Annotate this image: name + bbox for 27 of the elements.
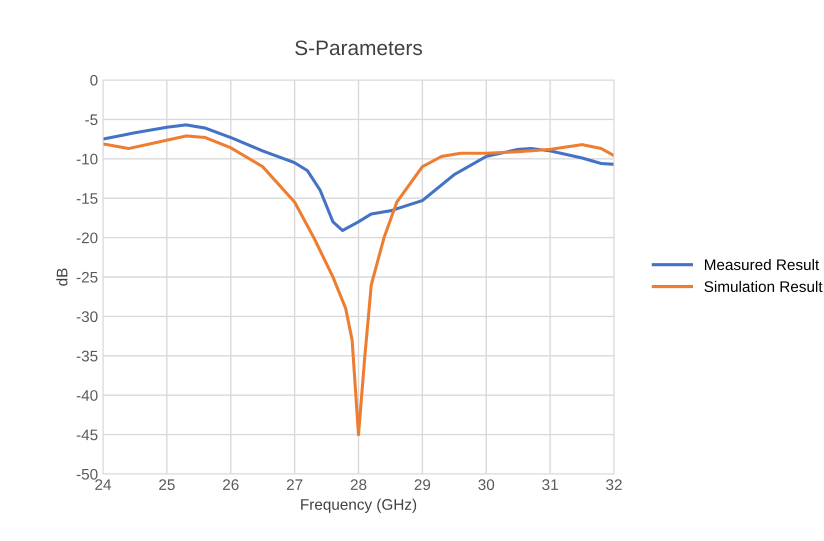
y-tick-label: -45 <box>76 430 98 440</box>
y-axis-title: dB <box>56 268 68 286</box>
x-tick-label: 25 <box>159 479 175 490</box>
x-tick-label: 29 <box>414 479 430 490</box>
x-tick-label: 31 <box>542 479 558 490</box>
y-tick-label: -25 <box>76 272 98 283</box>
legend-label: Simulation Result <box>704 280 822 292</box>
y-tick-label: -15 <box>76 193 98 204</box>
x-tick-label: 28 <box>350 479 366 490</box>
y-tick-label: -30 <box>76 311 98 322</box>
y-tick-label: -10 <box>76 154 98 164</box>
y-tick-label: -50 <box>76 468 98 480</box>
y-tick-label: -20 <box>76 232 98 244</box>
legend-label: Measured Result <box>704 258 820 270</box>
line-series <box>103 134 614 436</box>
y-tick-label: -5 <box>85 114 98 126</box>
x-axis-title: Frequency (GHz) <box>301 498 416 513</box>
x-tick-label: 32 <box>606 479 622 490</box>
y-tick-label: 0 <box>90 74 98 86</box>
x-tick-label: 30 <box>478 479 494 490</box>
x-tick-label: 24 <box>95 479 112 490</box>
y-tick-label: -40 <box>76 390 98 401</box>
chart-title: S-Parameters <box>295 40 422 56</box>
x-tick-label: 26 <box>223 479 239 490</box>
line-series <box>103 123 614 232</box>
y-tick-label: -35 <box>76 350 98 362</box>
x-tick-label: 27 <box>286 479 302 490</box>
